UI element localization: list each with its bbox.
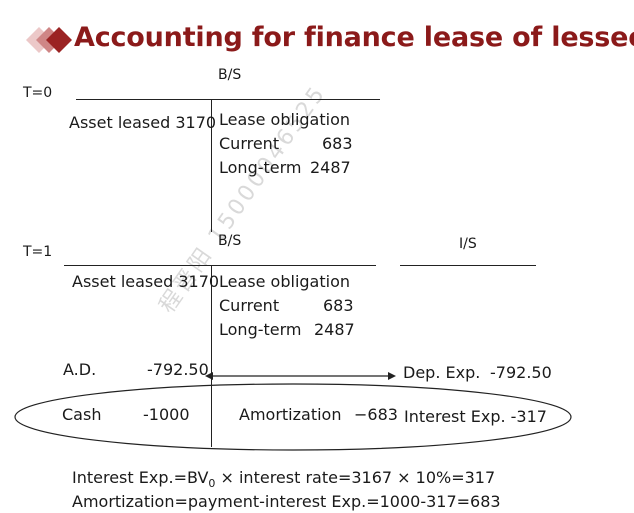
t1-current-value: 683 xyxy=(323,296,354,315)
t0-longterm-value: 2487 xyxy=(310,158,351,177)
t1-ad-label: A.D. xyxy=(63,360,97,379)
t1-interest-exp: Interest Exp. -317 xyxy=(404,407,547,426)
t1-dep-exp-label: Dep. Exp. xyxy=(403,363,481,382)
cash-row-ellipse xyxy=(14,383,572,451)
t1-is-horizontal-line xyxy=(400,265,536,266)
formula-interest-a: Interest Exp.=BV xyxy=(72,468,209,487)
t1-vertical-line xyxy=(211,265,212,447)
t1-ad-value: -792.50 xyxy=(147,360,209,379)
page-title: Accounting for finance lease of lessee xyxy=(74,22,634,53)
t1-asset-leased: Asset leased 3170 xyxy=(72,272,220,291)
t0-vertical-line xyxy=(211,99,212,232)
t0-asset-leased: Asset leased 3170 xyxy=(69,113,217,132)
t1-longterm-label: Long-term xyxy=(219,320,302,339)
formula-amortization: Amortization=payment-interest Exp.=1000-… xyxy=(72,492,501,511)
t1-longterm-value: 2487 xyxy=(314,320,355,339)
formula-interest-sub: 0 xyxy=(208,477,216,491)
t0-label: T=0 xyxy=(23,85,53,101)
t1-dep-exp-value: -792.50 xyxy=(490,363,552,382)
t0-horizontal-line xyxy=(76,99,380,100)
t0-current-value: 683 xyxy=(322,134,353,153)
formula-interest-b: × interest rate=3167 × 10%=317 xyxy=(215,468,496,487)
t1-lease-obligation: Lease obligation xyxy=(219,272,350,291)
t1-bs-horizontal-line xyxy=(64,265,376,266)
arrow-right-head xyxy=(388,372,396,380)
formula-interest: Interest Exp.=BV0 × interest rate=3167 ×… xyxy=(72,468,495,490)
t1-label: T=1 xyxy=(23,244,53,260)
t1-cash-value: -1000 xyxy=(143,405,190,424)
t0-longterm-label: Long-term xyxy=(219,158,302,177)
t1-amortization-label: Amortization xyxy=(239,405,342,424)
t0-lease-obligation: Lease obligation xyxy=(219,110,350,129)
t1-amortization-value: −683 xyxy=(354,405,398,424)
t1-bs-label: B/S xyxy=(218,233,242,249)
t0-bs-label: B/S xyxy=(218,67,242,83)
t1-current-label: Current xyxy=(219,296,280,315)
t1-is-label: I/S xyxy=(459,236,477,252)
diamond-dark-icon xyxy=(46,27,72,53)
t0-current-label: Current xyxy=(219,134,280,153)
t1-cash-label: Cash xyxy=(62,405,102,424)
